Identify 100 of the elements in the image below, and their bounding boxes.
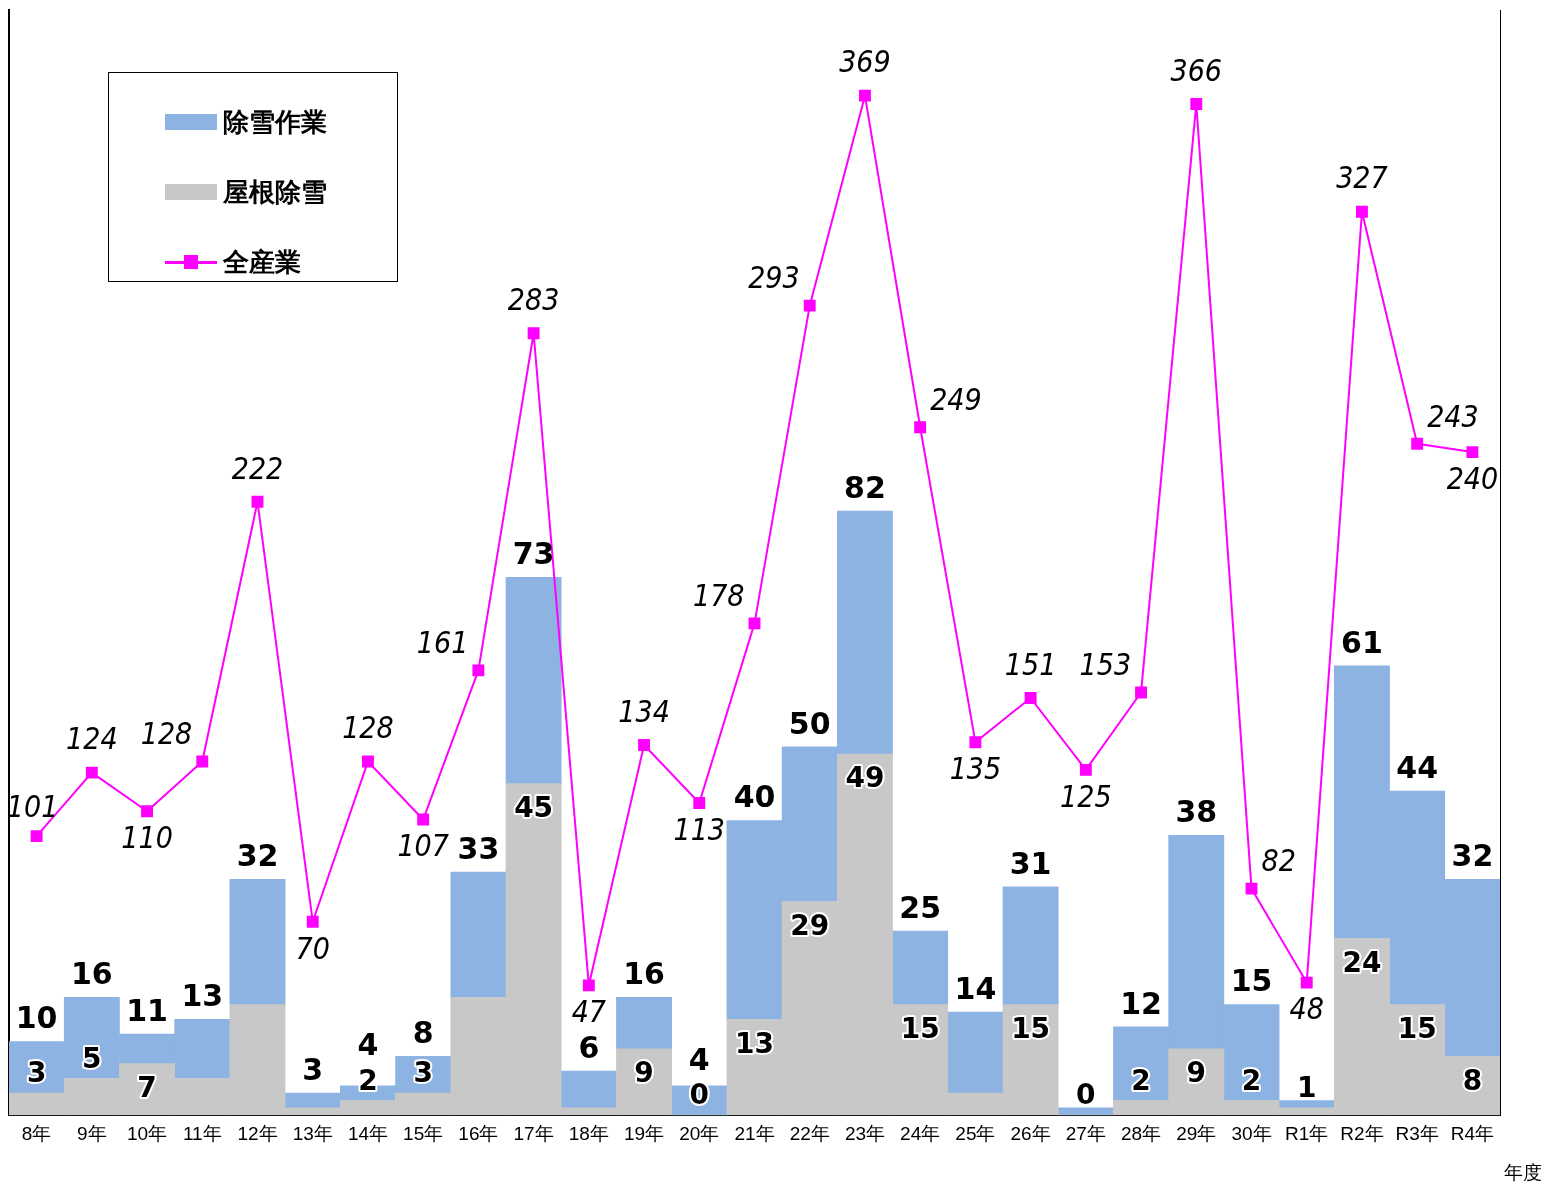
total-label: 33 [457, 830, 500, 866]
point [1079, 763, 1092, 776]
total-label: 14 [954, 970, 997, 1006]
data-label: 9 [1186, 1056, 1207, 1090]
x-tick-label: 13年 [292, 1122, 333, 1144]
x-tick-label: 14年 [347, 1122, 389, 1144]
x-tick-label: 9年 [77, 1122, 107, 1144]
data-label: 2 [358, 1063, 378, 1097]
point [527, 327, 540, 340]
data-label: 151 [1004, 646, 1057, 682]
data-label: 107 [397, 828, 449, 864]
x-tick-label: 10年 [126, 1122, 168, 1144]
total-label: 44 [1396, 749, 1439, 785]
x-axis-title: 年度 [1504, 1160, 1542, 1184]
data-label: 2 [1241, 1063, 1262, 1097]
total-label: 11 [126, 992, 168, 1028]
point [472, 664, 485, 677]
point [638, 739, 651, 751]
x-tick-label: R1年 [1285, 1122, 1329, 1144]
data-label: 49 [845, 761, 885, 795]
point [803, 299, 816, 312]
data-label: 366 [1170, 52, 1223, 88]
point [914, 421, 927, 434]
data-label: 9 [634, 1056, 654, 1090]
point [1300, 976, 1313, 989]
x-tick-label: 27年 [1065, 1122, 1106, 1144]
data-label: 15 [1397, 1011, 1437, 1045]
point [693, 797, 706, 809]
bar [892, 930, 949, 1006]
bar [1002, 886, 1059, 1006]
data-label: 45 [514, 790, 554, 824]
x-tick-label: R3年 [1395, 1122, 1439, 1144]
point [362, 755, 374, 768]
total-label: 50 [788, 705, 831, 741]
total-label: 82 [844, 469, 886, 505]
x-tick-label: R2年 [1340, 1122, 1384, 1144]
point [306, 915, 319, 928]
total-label: 4 [357, 1027, 379, 1063]
data-label: 13 [735, 1026, 774, 1060]
point [1466, 446, 1479, 459]
total-label: 13 [181, 978, 224, 1014]
data-label: 161 [416, 625, 469, 661]
data-label: 249 [930, 382, 982, 418]
bar [560, 1070, 617, 1109]
total-label: 10 [15, 1000, 58, 1036]
data-label: 369 [839, 44, 891, 80]
point [196, 755, 209, 768]
x-tick-label: 20年 [679, 1122, 720, 1144]
x-tick-label: 25年 [955, 1122, 996, 1144]
data-label: 134 [618, 693, 670, 729]
x-tick-label: R4年 [1450, 1122, 1495, 1144]
data-label: 243 [1427, 398, 1479, 434]
data-label: 101 [6, 788, 59, 824]
x-tick-label: 12年 [237, 1122, 278, 1144]
x-tick-label: 15年 [403, 1122, 444, 1144]
x-tick-label: 29年 [1176, 1122, 1217, 1144]
total-label: 73 [512, 536, 555, 572]
data-label: 178 [692, 578, 745, 614]
point [969, 736, 982, 749]
data-label: 8 [1462, 1063, 1483, 1097]
data-label: 135 [949, 750, 1002, 786]
x-tick-label: 28年 [1120, 1122, 1162, 1144]
x-tick-label: 11年 [182, 1122, 222, 1144]
point [1356, 205, 1368, 218]
data-label: 48 [1289, 991, 1324, 1027]
bar [229, 879, 286, 1006]
x-tick-label: 24年 [900, 1122, 941, 1144]
data-label: 283 [507, 282, 560, 318]
point [1245, 882, 1258, 895]
total-label: 15 [1230, 963, 1273, 999]
total-label: 8 [412, 1015, 434, 1051]
data-label: 222 [231, 450, 284, 486]
x-tick-label: 23年 [844, 1122, 886, 1144]
x-tick-label: 22年 [789, 1122, 830, 1144]
data-label: 24 [1342, 945, 1382, 979]
total-label: 6 [578, 1029, 600, 1065]
data-label: 110 [121, 820, 173, 856]
data-label: 293 [748, 260, 800, 296]
point [859, 89, 871, 102]
legend-label: 全産業 [223, 245, 301, 279]
data-label: 5 [82, 1041, 102, 1075]
data-label: 327 [1336, 160, 1388, 196]
point [85, 766, 98, 779]
bar [1057, 1107, 1114, 1116]
data-label: 0 [1076, 1078, 1096, 1112]
point [1190, 97, 1203, 110]
point [141, 805, 154, 818]
total-label: 4 [688, 1042, 710, 1077]
data-label: 47 [571, 994, 607, 1030]
data-label: 125 [1060, 778, 1112, 814]
point [1024, 692, 1037, 704]
total-label: 16 [623, 956, 665, 992]
data-label: 15 [1011, 1011, 1051, 1045]
data-label: 0 [689, 1078, 710, 1112]
data-label: 3 [26, 1056, 47, 1090]
bar [1278, 1100, 1335, 1109]
data-label: 124 [66, 721, 118, 757]
data-label: 153 [1079, 647, 1132, 683]
point [1411, 437, 1424, 450]
x-tick-label: 8年 [21, 1122, 52, 1144]
